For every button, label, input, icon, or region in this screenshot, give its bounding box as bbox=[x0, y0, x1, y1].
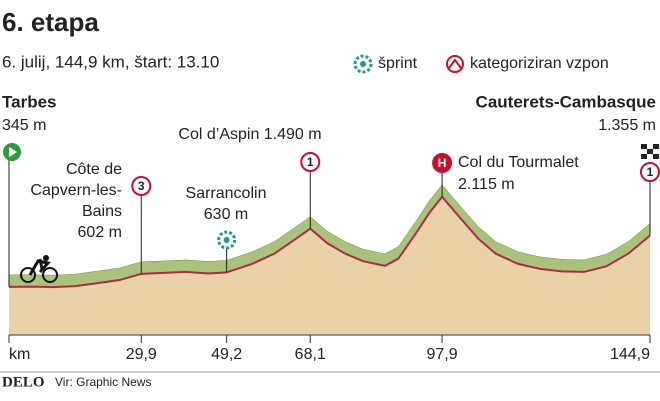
climb-badge bbox=[432, 153, 453, 173]
climb-badge bbox=[640, 162, 660, 182]
start-icon bbox=[9, 147, 17, 157]
cyclist-icon bbox=[28, 258, 51, 276]
annotation-label: Col d’Aspin 1.490 m bbox=[178, 126, 321, 143]
legend-sprint-icon bbox=[353, 54, 373, 74]
legend-label: šprint bbox=[378, 55, 418, 72]
annotation-label: 1.355 m bbox=[598, 117, 656, 134]
annotation-label: Tarbes bbox=[2, 92, 57, 111]
annotation-label: Col du Tourmalet bbox=[458, 154, 579, 171]
finish-flag bbox=[653, 149, 659, 154]
chart-title: 6. etapa bbox=[2, 7, 99, 37]
annotation-label: 630 m bbox=[204, 206, 248, 223]
x-tick-label: km bbox=[9, 346, 30, 363]
profile-line bbox=[8, 195, 651, 289]
cyclist-icon bbox=[43, 255, 49, 261]
finish-flag bbox=[647, 149, 653, 154]
annotation-label: Bains bbox=[82, 203, 122, 220]
cyclist-icon bbox=[20, 267, 36, 283]
annotation-label: Côte de bbox=[66, 161, 122, 178]
finish-flag bbox=[647, 144, 653, 149]
climb-badge-label: 1 bbox=[307, 155, 314, 169]
source: Vir: Graphic News bbox=[55, 375, 151, 389]
climb-badge-label: 1 bbox=[647, 165, 654, 179]
legend-label: kategoriziran vzpon bbox=[470, 55, 609, 72]
x-tick-label: 68,1 bbox=[295, 346, 326, 363]
finish-flag bbox=[653, 154, 659, 159]
finish-flag bbox=[647, 154, 653, 159]
annotation-label: 602 m bbox=[78, 224, 122, 241]
annotation-label: 2.115 m bbox=[458, 176, 515, 193]
climb-badge bbox=[131, 176, 152, 196]
climb-badge-label: H bbox=[438, 156, 447, 170]
x-tick-label: 49,2 bbox=[211, 346, 242, 363]
profile-area bbox=[9, 196, 650, 335]
climb-badge-label: 3 bbox=[138, 179, 145, 193]
finish-flag bbox=[641, 154, 647, 159]
x-tick-label: 97,9 bbox=[427, 346, 458, 363]
annotation-label: Cauterets-Cambasque bbox=[476, 92, 656, 111]
finish-flag bbox=[641, 144, 647, 149]
finish-flag bbox=[641, 149, 647, 154]
climb-badge bbox=[300, 152, 321, 172]
annotation-label: 345 m bbox=[2, 117, 46, 134]
finish-flag bbox=[653, 144, 659, 149]
subtitle: 6. julij, 144,9 km, štart: 13.10 bbox=[2, 52, 219, 71]
sprint-icon bbox=[223, 237, 230, 243]
x-tick-label: 29,9 bbox=[126, 346, 157, 363]
legend-climb-icon bbox=[446, 55, 464, 73]
annotation-label: Sarrancolin bbox=[186, 185, 267, 202]
brand: DELO bbox=[2, 374, 45, 390]
annotation-label: Capvern-les- bbox=[30, 182, 122, 199]
x-tick-label: 144,9 bbox=[610, 346, 650, 363]
cyclist-icon bbox=[42, 267, 58, 283]
